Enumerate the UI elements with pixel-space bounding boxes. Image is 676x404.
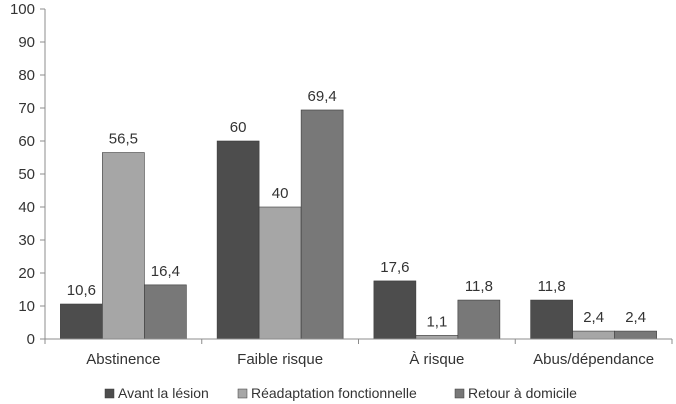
bar (373, 280, 417, 340)
x-category-label: Abstinence (86, 351, 160, 368)
legend-item: Avant la lésion (104, 385, 209, 401)
y-tick-label: 100 (10, 1, 35, 18)
data-label: 2,4 (583, 309, 604, 326)
data-label: 1,1 (426, 313, 447, 330)
bar (258, 206, 302, 340)
bar (572, 330, 615, 340)
y-tick-label: 50 (18, 166, 35, 183)
legend-label: Retour à domicile (468, 385, 577, 401)
bars (60, 109, 657, 340)
y-tick-label: 90 (18, 34, 35, 51)
bar (102, 152, 145, 340)
bar (457, 299, 501, 340)
bar (144, 284, 187, 340)
y-tick-label: 60 (18, 133, 35, 150)
x-category-label: Abus/dépendance (533, 351, 654, 368)
bar (300, 109, 344, 340)
bar (530, 299, 573, 340)
data-label: 16,4 (151, 263, 180, 280)
y-tick-label: 40 (18, 199, 35, 216)
data-label: 60 (230, 119, 247, 136)
data-label: 69,4 (308, 88, 337, 105)
legend-swatch (454, 388, 465, 399)
y-tick-label: 80 (18, 67, 35, 84)
y-tick-label: 70 (18, 100, 35, 117)
data-label: 11,8 (465, 278, 493, 295)
data-label: 2,4 (625, 309, 646, 326)
bar (60, 303, 103, 340)
data-label: 11,8 (538, 278, 566, 295)
x-axis: Abstinence Faible risque À risque Abus/dépe… (44, 338, 673, 368)
legend-swatch (104, 388, 115, 399)
data-label: 56,5 (109, 131, 138, 148)
y-tick-label: 20 (18, 265, 35, 282)
y-tick-label: 10 (18, 298, 35, 315)
bar (614, 330, 657, 340)
x-category-label: Faible risque (237, 351, 323, 368)
legend: Avant la lésion Réadaptation fonctionnell… (104, 385, 577, 401)
legend-item: Retour à domicile (454, 385, 577, 401)
data-labels: 10,6 56,5 16,4 60 40 69,4 17,6 1,1 11,8 11,8 2,4 2,… (67, 88, 646, 330)
legend-item: Réadaptation fonctionnelle (237, 385, 417, 401)
x-category-label: À risque (409, 351, 464, 368)
legend-swatch (237, 388, 248, 399)
bar (415, 335, 459, 340)
legend-label: Réadaptation fonctionnelle (251, 385, 417, 401)
data-label: 10,6 (67, 282, 96, 299)
data-label: 40 (272, 185, 289, 202)
bar (216, 140, 260, 340)
y-tick-label: 0 (27, 331, 35, 348)
y-tick-label: 30 (18, 232, 35, 249)
data-label: 17,6 (380, 259, 409, 276)
legend-label: Avant la lésion (118, 385, 209, 401)
y-axis: 0 10 20 30 40 50 60 70 80 90 100 (10, 1, 46, 348)
